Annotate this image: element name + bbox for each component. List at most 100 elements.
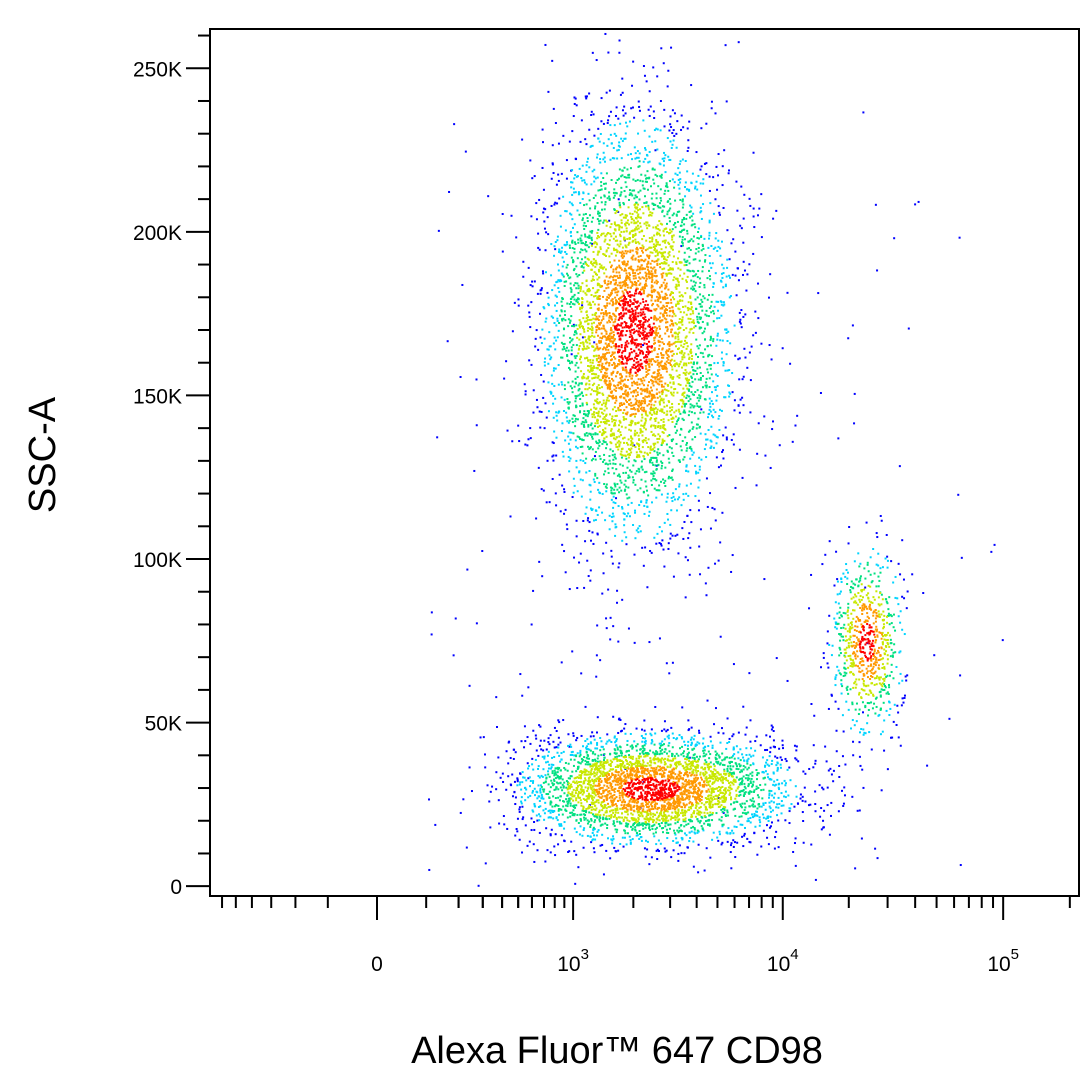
- event-dot: [583, 827, 586, 830]
- event-dot: [663, 847, 666, 850]
- event-dot: [842, 730, 845, 733]
- event-dot: [830, 694, 833, 697]
- event-dot: [958, 236, 961, 239]
- event-dot: [580, 248, 583, 251]
- event-dot: [729, 832, 732, 835]
- event-dot: [581, 271, 584, 274]
- event-dot: [608, 115, 611, 118]
- event-dot: [847, 337, 850, 340]
- event-dot: [675, 422, 678, 425]
- event-dot: [615, 525, 618, 528]
- event-dot: [553, 384, 556, 387]
- event-dot: [693, 223, 696, 226]
- event-dot: [550, 391, 553, 394]
- event-dot: [885, 533, 888, 536]
- event-dot: [571, 338, 574, 341]
- event-dot: [691, 761, 694, 764]
- event-dot: [884, 686, 887, 689]
- event-dot: [678, 171, 681, 174]
- event-dot: [558, 777, 561, 780]
- event-dot: [527, 767, 530, 770]
- event-dot: [653, 536, 656, 539]
- event-dot: [616, 210, 619, 213]
- event-dot: [714, 272, 717, 275]
- event-dot: [846, 639, 849, 642]
- event-dot: [755, 769, 758, 772]
- event-dot: [772, 772, 775, 775]
- event-dot: [660, 821, 663, 824]
- event-dot: [678, 734, 681, 737]
- event-dot: [693, 828, 696, 831]
- event-dot: [617, 816, 620, 819]
- event-dot: [766, 763, 769, 766]
- event-dot: [511, 440, 514, 443]
- event-dot: [889, 707, 892, 710]
- event-dot: [703, 237, 706, 240]
- event-dot: [571, 295, 574, 298]
- event-dot: [626, 824, 629, 827]
- event-dot: [591, 813, 594, 816]
- event-dot: [498, 822, 501, 825]
- event-dot: [573, 385, 576, 388]
- event-dot: [614, 212, 617, 215]
- event-dot: [643, 74, 646, 77]
- event-dot: [587, 258, 590, 261]
- event-dot: [632, 824, 635, 827]
- event-dot: [606, 122, 609, 125]
- event-dot: [746, 273, 749, 276]
- event-dot: [839, 652, 842, 655]
- event-dot: [558, 280, 561, 283]
- event-dot: [540, 287, 543, 290]
- event-dot: [678, 192, 681, 195]
- event-dot: [557, 179, 560, 182]
- event-dot: [641, 184, 644, 187]
- event-dot: [556, 336, 559, 339]
- event-dot: [686, 170, 689, 173]
- event-dot: [588, 811, 591, 814]
- event-dot: [821, 786, 824, 789]
- event-dot: [596, 830, 599, 833]
- event-dot: [662, 160, 665, 163]
- event-dot: [705, 477, 708, 480]
- event-dot: [591, 416, 594, 419]
- event-dot: [720, 351, 723, 354]
- event-dot: [718, 773, 721, 776]
- event-dot: [602, 813, 605, 816]
- event-dot: [609, 638, 612, 641]
- event-dot: [662, 478, 665, 481]
- event-dot: [714, 237, 717, 240]
- event-dot: [576, 447, 579, 450]
- event-dot: [531, 757, 534, 760]
- event-dot: [661, 438, 664, 441]
- event-dot: [596, 237, 599, 240]
- event-dot: [572, 432, 575, 435]
- event-dot: [691, 438, 694, 441]
- event-dot: [622, 454, 625, 457]
- event-dot: [638, 837, 641, 840]
- event-dot: [731, 735, 734, 738]
- event-dot: [728, 762, 731, 765]
- event-dot: [585, 284, 588, 287]
- event-dot: [565, 804, 568, 807]
- event-dot: [613, 815, 616, 818]
- event-dot: [583, 330, 586, 333]
- event-dot: [565, 177, 568, 180]
- event-dot: [616, 474, 619, 477]
- event-dot: [721, 759, 724, 762]
- event-dot: [646, 452, 649, 455]
- event-dot: [893, 703, 896, 706]
- event-dot: [681, 206, 684, 209]
- event-dot: [627, 486, 630, 489]
- event-dot: [562, 195, 565, 198]
- event-dot: [566, 263, 569, 266]
- event-dot: [632, 822, 635, 825]
- event-dot: [556, 202, 559, 205]
- event-dot: [613, 846, 616, 849]
- event-dot: [681, 440, 684, 443]
- event-dot: [849, 591, 852, 594]
- event-dot: [585, 170, 588, 173]
- event-dot: [614, 741, 617, 744]
- event-dot: [536, 791, 539, 794]
- event-dot: [663, 439, 666, 442]
- event-dot: [737, 820, 740, 823]
